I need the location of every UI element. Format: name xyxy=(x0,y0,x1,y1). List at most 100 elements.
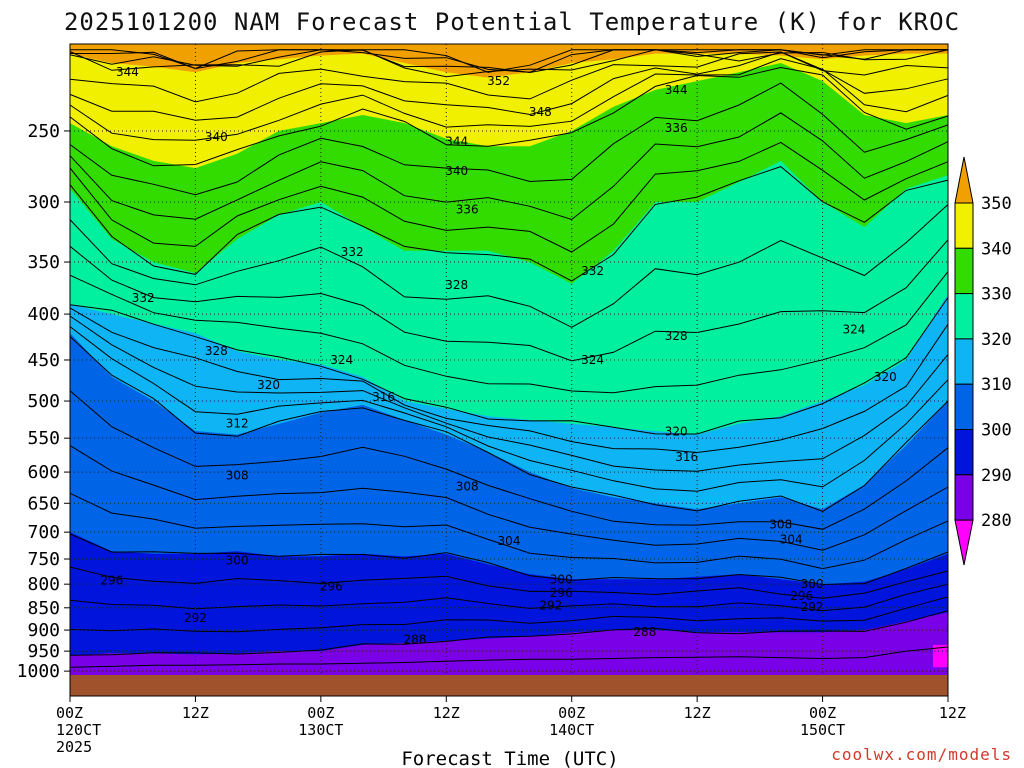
ground-surface xyxy=(70,675,948,696)
contour-line xyxy=(69,239,949,362)
contour-label: 340 xyxy=(205,130,228,144)
y-tick-label: 450 xyxy=(27,350,60,371)
y-tick-label: 900 xyxy=(27,620,60,641)
contour-line xyxy=(69,646,949,668)
contour-line xyxy=(69,51,949,121)
chart-title: 2025101200 NAM Forecast Potential Temper… xyxy=(64,8,960,36)
colorbar-segment xyxy=(954,202,974,249)
contour-line xyxy=(70,49,948,73)
y-tick-label: 400 xyxy=(27,304,60,325)
contour-label: 296 xyxy=(790,589,813,603)
contour-label: 292 xyxy=(801,600,824,614)
colorbar-segment xyxy=(954,474,974,521)
y-tick-label: 800 xyxy=(27,574,60,595)
contour-line xyxy=(69,390,949,530)
contour-label: 336 xyxy=(456,203,479,217)
colorbar-segment xyxy=(954,429,974,476)
contour-label: 320 xyxy=(257,378,280,392)
colorbar-segment xyxy=(954,247,974,295)
contour-line xyxy=(69,307,949,454)
y-tick-label: 700 xyxy=(27,522,60,543)
contour-line xyxy=(69,297,949,435)
contour-label: 348 xyxy=(529,105,552,119)
contour-label: 316 xyxy=(372,390,395,404)
credit-text[interactable]: coolwx.com/models xyxy=(831,745,1012,764)
contour-line xyxy=(69,271,949,394)
y-tick-label: 600 xyxy=(27,462,60,483)
x-tick-label: 00Z xyxy=(56,704,83,722)
contour-line xyxy=(69,596,949,633)
contour-label: 352 xyxy=(487,74,510,88)
y-axis: 2503003504004505005506006507007508008509… xyxy=(17,121,70,682)
y-tick-label: 500 xyxy=(27,391,60,412)
contour-label: 344 xyxy=(665,83,688,97)
colorbar-arrow-top xyxy=(954,156,974,204)
y-tick-label: 750 xyxy=(27,549,60,570)
contour-label: 332 xyxy=(581,264,604,278)
x-tick-label: 00Z xyxy=(307,704,334,722)
contour-label: 296 xyxy=(320,580,343,594)
contour-line xyxy=(69,112,949,221)
contour-line xyxy=(69,66,949,167)
x-tick-label: 120CT xyxy=(56,721,101,739)
contour-label: 288 xyxy=(633,625,656,639)
colorbar-arrow-bottom xyxy=(954,519,974,566)
contour-label: 304 xyxy=(498,534,521,548)
colorbar-segment xyxy=(954,383,974,431)
colorbar-label: 340 xyxy=(981,239,1012,259)
y-tick-label: 850 xyxy=(27,598,60,619)
x-tick-label: 12Z xyxy=(182,704,209,722)
contour-line xyxy=(69,166,949,282)
contour-label: 332 xyxy=(341,245,364,259)
contour-label: 288 xyxy=(403,632,426,646)
contour-line xyxy=(69,58,949,141)
colorbar-label: 300 xyxy=(981,421,1012,441)
contour-label: 300 xyxy=(550,572,573,586)
contour-label: 296 xyxy=(100,573,123,587)
contour-label: 328 xyxy=(205,344,228,358)
contour-label: 308 xyxy=(456,480,479,494)
colorbar-label: 330 xyxy=(981,285,1012,305)
y-tick-label: 950 xyxy=(27,641,60,662)
contour-label: 328 xyxy=(445,278,468,292)
contour-line xyxy=(69,82,949,196)
y-tick-label: 350 xyxy=(27,252,60,273)
x-tick-label: 2025 xyxy=(56,738,92,756)
contour-line xyxy=(69,204,949,328)
y-tick-label: 550 xyxy=(27,428,60,449)
contour-label: 292 xyxy=(539,598,562,612)
contour-label: 300 xyxy=(801,577,824,591)
x-tick-label: 00Z xyxy=(809,704,836,722)
fill-band xyxy=(70,44,948,78)
contour-line xyxy=(69,533,949,586)
y-tick-label: 650 xyxy=(27,493,60,514)
x-axis-label: Forecast Time (UTC) xyxy=(401,748,618,768)
contour-label: 332 xyxy=(132,291,155,305)
contour-label: 316 xyxy=(675,450,698,464)
contour-label: 324 xyxy=(330,353,353,367)
colorbar-label: 290 xyxy=(981,466,1012,486)
contour-label: 304 xyxy=(780,532,803,546)
x-tick-label: 140CT xyxy=(549,721,594,739)
contour-line xyxy=(70,49,948,73)
contour-label: 336 xyxy=(665,121,688,135)
x-tick-label: 150CT xyxy=(800,721,845,739)
contour-label: 308 xyxy=(226,468,249,482)
x-tick-label: 12Z xyxy=(684,704,711,722)
y-tick-label: 1000 xyxy=(17,661,60,682)
contour-line xyxy=(69,492,949,570)
colorbar-label: 310 xyxy=(981,375,1012,395)
contour-label: 324 xyxy=(842,322,865,336)
contour-line xyxy=(69,336,949,512)
x-tick-label: 12Z xyxy=(939,704,966,722)
x-tick-label: 00Z xyxy=(558,704,585,722)
contour-label: 324 xyxy=(581,353,604,367)
contour-label: 300 xyxy=(226,554,249,568)
contour-line xyxy=(69,141,949,253)
plot-area: 344 352 344 348 340 336 344 340 336 332 332 332 328 3… xyxy=(69,43,949,697)
contour-label: 344 xyxy=(445,135,468,149)
contour-line xyxy=(69,51,949,103)
contour-line xyxy=(69,610,949,656)
